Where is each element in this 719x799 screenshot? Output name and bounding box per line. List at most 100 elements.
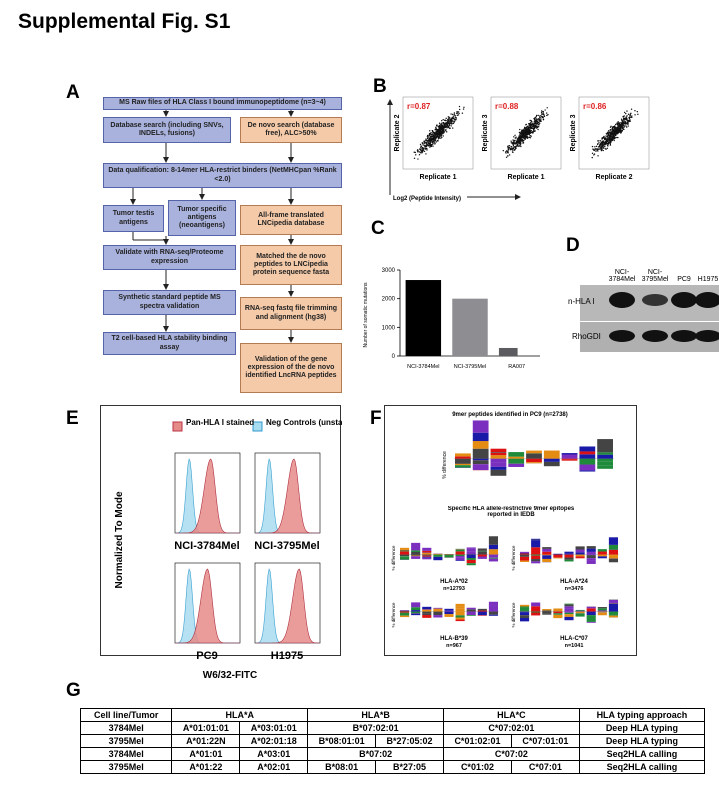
scatter-dot [443, 128, 445, 130]
band [671, 292, 697, 308]
scatter-dot [508, 145, 511, 147]
x-tick-label: NCI-3784Mel [407, 364, 439, 370]
scatter-dot [462, 108, 465, 110]
scatter-dot [613, 133, 615, 135]
scatter-dot [537, 118, 539, 120]
logo-glyph [433, 611, 443, 616]
scatter-dot [442, 130, 444, 132]
lane-label-wrap: H1975 [698, 276, 719, 283]
scatter-dot [613, 139, 615, 142]
logo-glyph [455, 617, 465, 620]
logo-glyph [411, 555, 421, 557]
scatter-dot [529, 129, 531, 132]
logo-glyph [531, 611, 541, 613]
logo-glyph [455, 456, 471, 459]
scatter-dot [446, 127, 448, 129]
scatter-dot [510, 142, 513, 144]
scatter-dot [617, 136, 619, 139]
logo-glyph [542, 554, 552, 556]
logo-glyph [455, 453, 471, 457]
scatter-dot [517, 137, 519, 139]
scatter-dot [441, 124, 443, 126]
scatter-dot [447, 126, 449, 128]
scatter-dot [415, 154, 417, 156]
scatter-dot [534, 130, 536, 132]
scatter-dot [519, 141, 521, 144]
stained-hist [255, 568, 321, 644]
scatter-dot [441, 122, 443, 124]
cell: A*03:01 [239, 747, 309, 761]
scatter-dot [534, 125, 536, 128]
scatter-dot [591, 145, 594, 148]
logo-glyph [466, 563, 476, 566]
logo-glyph [400, 615, 410, 618]
scatter-dot [428, 133, 431, 135]
scatter-dot [505, 156, 508, 158]
scatter-dot [533, 127, 536, 130]
logo-glyph [477, 548, 487, 551]
scatter-dot [536, 123, 538, 125]
logo-glyph [520, 606, 530, 608]
logo-glyph [575, 609, 585, 611]
scatter-dot [441, 136, 443, 139]
scatter-dot [446, 120, 448, 122]
r-value: r=0.88 [495, 102, 519, 111]
scatter-dot [622, 124, 624, 126]
scatter-dot [433, 136, 435, 139]
logo-glyph [455, 458, 471, 464]
scatter-dot [631, 116, 633, 119]
scatter-dot [594, 148, 596, 151]
logo-glyph [564, 611, 574, 613]
x-axis-label: W6/32-FITC [203, 670, 257, 681]
flow-node: Tumor specific antigens (neoantigens) [168, 200, 236, 236]
scatter-dot [457, 111, 459, 113]
logo-glyph [422, 615, 432, 618]
logo-glyph [597, 556, 607, 559]
scatter-dot [539, 120, 541, 122]
scatter-dot [606, 136, 608, 138]
scatter-dot [619, 129, 621, 131]
scatter-dot [430, 133, 432, 136]
logo-glyph [422, 554, 432, 556]
band [695, 292, 719, 308]
scatter-dot [448, 118, 450, 120]
scatter-dot [431, 135, 434, 137]
scatter-dot [421, 146, 423, 149]
scatter-dot [622, 126, 624, 129]
logo-glyph [561, 453, 578, 455]
scatter-dot [523, 137, 525, 139]
panel-label: D [566, 235, 580, 256]
scatter-dot [525, 123, 528, 126]
logo-glyph [422, 609, 432, 612]
scatter-dot [602, 149, 604, 152]
logo-glyph [586, 611, 596, 616]
scatter-dot [426, 134, 429, 137]
scatter-dot [534, 120, 537, 123]
scatter-dot [524, 134, 526, 136]
lane-label: NCI-3795Mel [641, 268, 669, 284]
scatter-dot [533, 118, 536, 121]
scatter-dot [537, 123, 539, 125]
logo-glyph [586, 608, 596, 612]
scatter-dot [421, 142, 423, 144]
scatter-dot [450, 125, 452, 127]
scatter-dot [522, 141, 524, 143]
scatter-dot [429, 144, 432, 146]
scatter-dot [630, 112, 632, 115]
cell: A*01:01 [171, 747, 241, 761]
logo-glyph [597, 452, 613, 455]
logo-glyph [520, 607, 530, 611]
scatter-dot [539, 119, 541, 121]
scatter-dot [439, 127, 441, 129]
flow-node: Validation of the gene expression of the… [240, 343, 342, 393]
flow-node: Data qualification: 8-14mer HLA-restrict… [103, 163, 342, 188]
scatter-dot [438, 124, 441, 127]
logo-title: 9mer peptides identified in PC9 (n=2738) [452, 412, 568, 418]
scatter-dot [513, 142, 515, 144]
logo-glyph [466, 615, 476, 616]
y-axis-label: Replicate 2 [394, 114, 401, 151]
logo-glyph [553, 609, 563, 612]
scatter-dot [602, 146, 604, 149]
scatter-dot [521, 132, 523, 134]
scatter-dot [420, 145, 422, 147]
